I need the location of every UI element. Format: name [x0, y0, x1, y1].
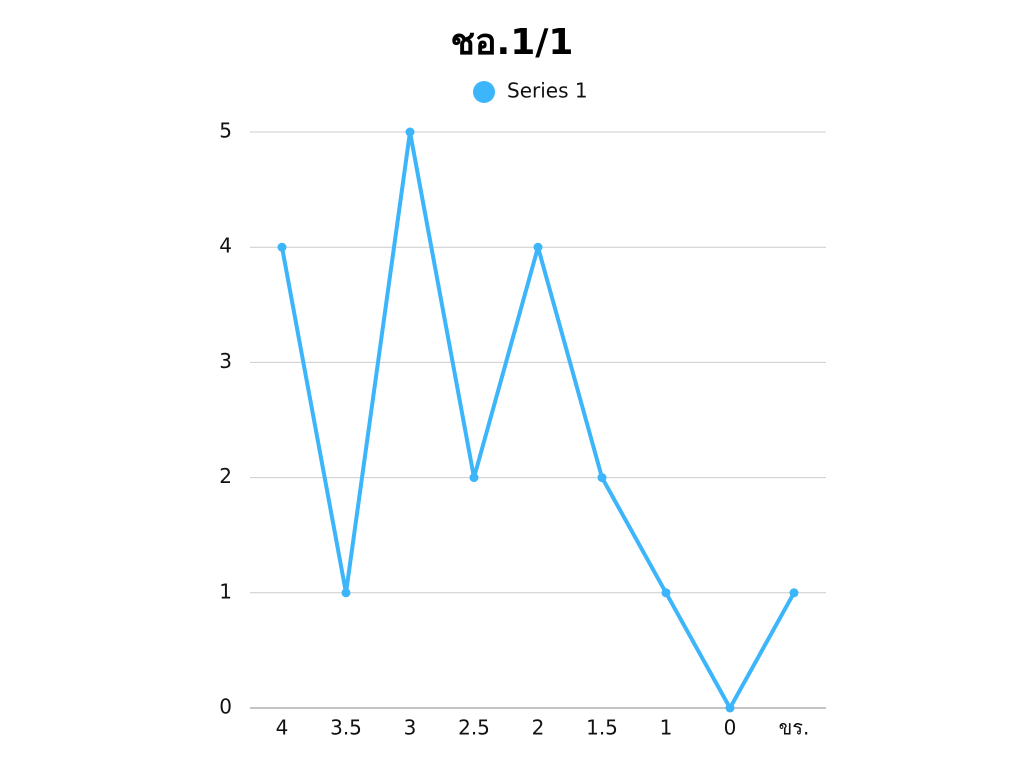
- y-tick-label: 2: [219, 464, 232, 488]
- x-tick-label: 0: [724, 716, 737, 740]
- data-point: [405, 127, 415, 137]
- series-line: [280, 130, 796, 710]
- y-tick-label: 0: [219, 695, 232, 719]
- data-point: [533, 242, 543, 252]
- data-point: [341, 588, 351, 598]
- data-point: [277, 242, 287, 252]
- x-tick-label: 1: [660, 716, 673, 740]
- data-point: [469, 473, 479, 483]
- data-point: [597, 473, 607, 483]
- chart-title: ชอ.1/1: [451, 22, 574, 63]
- x-tick-label: 2: [532, 716, 545, 740]
- x-tick-label: 4: [276, 716, 289, 740]
- data-point: [789, 588, 799, 598]
- y-tick-label: 3: [219, 349, 232, 373]
- x-tick-label: 1.5: [586, 716, 618, 740]
- x-tick-label: 2.5: [458, 716, 490, 740]
- x-tick-label: 3: [404, 716, 417, 740]
- data-point: [661, 588, 671, 598]
- y-tick-label: 5: [219, 119, 232, 143]
- data-point: [725, 703, 735, 713]
- x-tick-label: ขร.: [779, 716, 810, 740]
- legend-label: Series 1: [507, 79, 588, 103]
- y-tick-label: 1: [219, 579, 232, 603]
- x-tick-label: 3.5: [330, 716, 362, 740]
- y-tick-label: 4: [219, 234, 232, 258]
- legend-marker: [473, 81, 495, 103]
